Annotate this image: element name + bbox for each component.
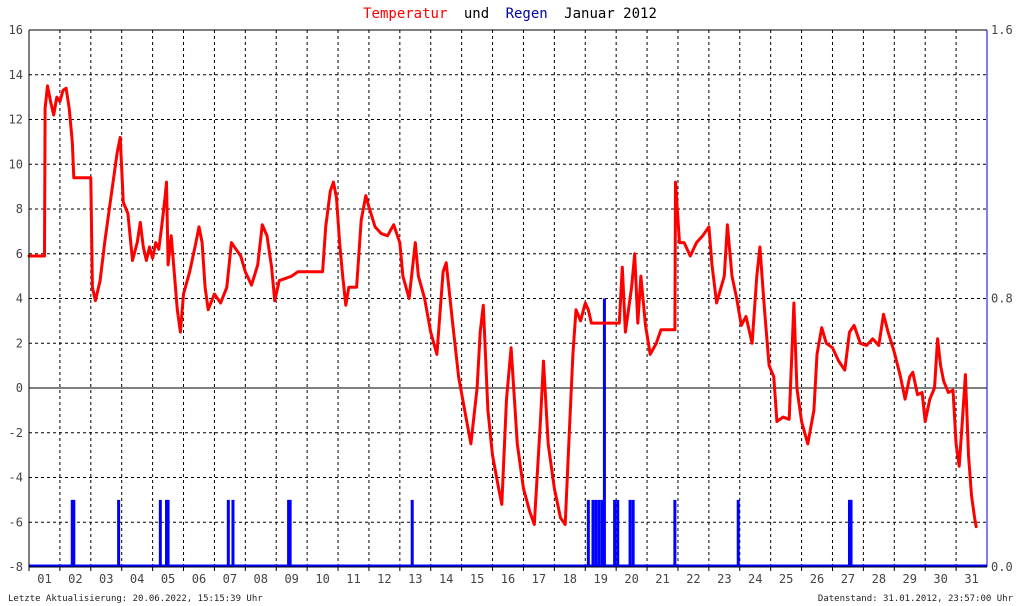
rain-bar <box>600 499 604 567</box>
y-left-tick-label: -6 <box>9 515 23 529</box>
rain-bar <box>602 298 606 567</box>
x-tick-label: 26 <box>810 572 824 586</box>
x-tick-label: 24 <box>748 572 762 586</box>
x-tick-label: 30 <box>933 572 947 586</box>
y-left-tick-label: 4 <box>16 292 23 306</box>
x-tick-label: 28 <box>872 572 886 586</box>
x-tick-label: 09 <box>284 572 298 586</box>
x-tick-label: 23 <box>717 572 731 586</box>
y-left-tick-label: 2 <box>16 336 23 350</box>
rain-bar <box>849 499 853 567</box>
axes <box>28 29 988 568</box>
x-tick-label: 01 <box>37 572 51 586</box>
temperature-line <box>27 84 978 529</box>
x-tick-label: 07 <box>223 572 237 586</box>
y-axis-right-ticks: 1.6 0.8 0.0 <box>991 23 1013 574</box>
y-left-tick-label: 6 <box>16 247 23 261</box>
rain-bar <box>166 499 170 567</box>
y-right-tick-label: 1.6 <box>991 23 1013 37</box>
y-left-tick-label: -8 <box>9 560 23 574</box>
rain-bar <box>847 499 851 567</box>
rain-bar <box>586 499 590 567</box>
y-left-tick-label: 12 <box>9 113 23 127</box>
x-axis-ticks: 01 02 03 04 05 06 07 08 09 10 11 12 13 14 15 16 17 18 19 20… <box>28 567 979 586</box>
y-left-tick-label: -4 <box>9 471 23 485</box>
footer-last-update: Letzte Aktualisierung: 20.06.2022, 15:15… <box>8 594 263 604</box>
x-tick-label: 19 <box>593 572 607 586</box>
x-tick-label: 10 <box>315 572 329 586</box>
chart-title: Temperatur und Regen Januar 2012 <box>363 6 657 22</box>
x-tick-label: 05 <box>161 572 175 586</box>
x-tick-label: 21 <box>655 572 669 586</box>
rain-bar <box>736 499 740 567</box>
x-tick-label: 03 <box>99 572 113 586</box>
title-and-word: und <box>464 6 489 22</box>
x-tick-label: 12 <box>377 572 391 586</box>
x-tick-label: 20 <box>624 572 638 586</box>
x-tick-label: 13 <box>408 572 422 586</box>
x-tick-label: 06 <box>192 572 206 586</box>
y-left-tick-label: 0 <box>16 381 23 395</box>
x-tick-label: 15 <box>470 572 484 586</box>
y-right-tick-label: 0.0 <box>991 560 1013 574</box>
x-tick-label: 31 <box>964 572 978 586</box>
footer-data-state: Datenstand: 31.01.2012, 23:57:00 Uhr <box>818 594 1014 604</box>
rain-bar <box>613 499 617 567</box>
x-tick-label: 18 <box>563 572 577 586</box>
rain-bar <box>288 499 292 567</box>
x-tick-label: 08 <box>254 572 268 586</box>
y-left-tick-label: 16 <box>9 23 23 37</box>
title-temperature-word: Temperatur <box>363 6 447 22</box>
x-tick-label: 02 <box>68 572 82 586</box>
rain-bar <box>410 499 414 567</box>
rain-bar <box>631 499 635 567</box>
y-right-tick-label: 0.8 <box>991 292 1013 306</box>
x-tick-label: 25 <box>779 572 793 586</box>
y-left-tick-label: -2 <box>9 426 23 440</box>
y-left-tick-label: 10 <box>9 157 23 171</box>
title-period: Januar 2012 <box>564 6 657 22</box>
rain-bar <box>287 499 291 567</box>
x-tick-label: 27 <box>841 572 855 586</box>
title-rain-word: Regen <box>506 6 548 22</box>
rain-bar <box>616 499 620 567</box>
x-tick-label: 11 <box>346 572 360 586</box>
rain-bar <box>628 499 632 567</box>
rain-bar <box>673 499 677 567</box>
x-tick-label: 14 <box>439 572 453 586</box>
rain-bar <box>591 499 595 567</box>
rain-bar <box>597 499 601 567</box>
rain-bar <box>70 499 74 567</box>
x-tick-label: 04 <box>130 572 144 586</box>
y-left-tick-label: 14 <box>9 68 23 82</box>
rain-bar <box>158 499 162 567</box>
rain-bar <box>594 499 598 567</box>
x-tick-label: 16 <box>501 572 515 586</box>
temperature-series <box>27 84 978 529</box>
rain-series <box>29 298 987 568</box>
rain-bar <box>165 499 169 567</box>
y-left-tick-label: 8 <box>16 202 23 216</box>
x-tick-label: 22 <box>686 572 700 586</box>
rain-bar <box>117 499 121 567</box>
x-tick-label: 17 <box>532 572 546 586</box>
rain-bar <box>72 499 76 567</box>
rain-bar <box>231 499 235 567</box>
y-axis-left-ticks: 16 14 12 10 8 6 4 2 0 -2 -4 -6 -8 <box>9 23 23 574</box>
rain-bar <box>226 499 230 567</box>
x-tick-label: 29 <box>903 572 917 586</box>
